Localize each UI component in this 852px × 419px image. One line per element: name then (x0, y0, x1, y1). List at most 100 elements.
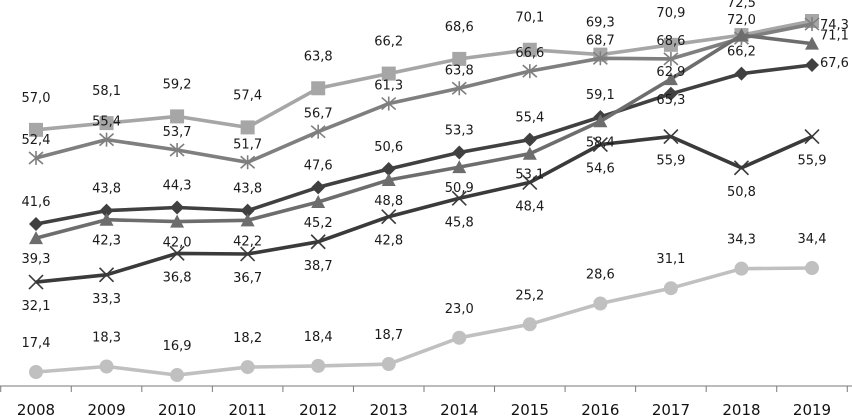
data-point-diamond (522, 132, 537, 147)
data-label: 47,6 (304, 158, 333, 173)
series-line-diamond-dark (35, 63, 813, 226)
x-tick-label: 2008 (17, 401, 55, 419)
data-point-triangle (663, 72, 678, 86)
data-point-circle (99, 359, 114, 374)
series-line-cross-darkest (35, 134, 813, 284)
data-point-diamond (663, 86, 678, 101)
data-label: 55,9 (798, 154, 827, 169)
data-point-circle (663, 281, 678, 296)
x-tick-label: 2013 (370, 401, 408, 419)
data-label: 55,4 (515, 111, 544, 126)
x-tick-label: 2012 (299, 401, 337, 419)
data-point-star (28, 150, 44, 165)
x-tick-label: 2015 (511, 401, 549, 419)
data-label: 18,7 (374, 328, 403, 343)
data-point-square (29, 122, 43, 137)
x-tick-label: 2011 (229, 401, 267, 419)
data-label: 70,1 (515, 11, 544, 26)
series-line-square-light (35, 19, 813, 132)
data-point-cross-stroke (28, 274, 44, 290)
data-label: 50,8 (727, 185, 756, 200)
data-point-cross (240, 246, 256, 262)
data-label: 53,7 (163, 125, 192, 140)
data-point-circle (311, 358, 326, 373)
data-label: 41,6 (22, 195, 51, 210)
series-line-triangle-mid (35, 33, 813, 240)
data-point-star (240, 155, 256, 170)
data-label: 59,2 (163, 77, 192, 92)
data-label: 25,2 (515, 288, 544, 303)
data-point-diamond (240, 203, 255, 218)
data-label: 51,7 (233, 137, 262, 152)
data-point-cross (28, 274, 44, 290)
data-label: 58,4 (586, 135, 615, 150)
data-label: 71,1 (820, 29, 849, 44)
data-label: 72,5 (727, 0, 756, 11)
data-label: 16,9 (163, 339, 192, 354)
data-point-star (381, 96, 397, 111)
data-point-diamond (99, 203, 114, 218)
data-label: 42,8 (374, 234, 403, 249)
data-label: 18,2 (233, 331, 262, 346)
data-point-cross-stroke (522, 174, 538, 191)
data-point-diamond (170, 200, 185, 215)
data-point-triangle (240, 213, 255, 227)
data-label: 52,4 (22, 133, 51, 148)
data-label: 28,6 (586, 268, 615, 283)
data-label: 63,8 (304, 49, 333, 64)
data-label: 66,2 (374, 35, 403, 50)
data-label: 50,6 (374, 140, 403, 155)
data-label: 63,8 (445, 63, 474, 78)
data-point-triangle (311, 195, 326, 209)
data-label: 74,3 (820, 18, 849, 33)
data-point-star (99, 132, 115, 147)
data-point-cross (804, 129, 820, 145)
data-point-circle (381, 357, 396, 372)
x-tick-label: 2017 (652, 401, 690, 419)
data-label: 42,2 (233, 234, 262, 249)
data-point-triangle (522, 146, 537, 160)
data-label: 45,8 (445, 215, 474, 230)
data-label: 72,0 (727, 13, 756, 28)
x-tick-label: 2016 (581, 401, 619, 419)
data-label: 33,3 (92, 292, 121, 307)
data-point-star (522, 64, 538, 79)
data-label: 57,4 (233, 88, 262, 103)
data-label: 66,2 (727, 45, 756, 60)
data-point-square (240, 120, 255, 135)
data-point-circle (593, 296, 608, 311)
data-label: 68,6 (445, 20, 474, 35)
data-label: 39,3 (22, 252, 51, 267)
data-point-triangle (29, 231, 43, 245)
data-label: 23,0 (445, 302, 474, 317)
data-label: 34,3 (727, 233, 756, 248)
data-label: 53,1 (515, 168, 544, 183)
data-label: 57,0 (22, 91, 51, 106)
data-label: 66,6 (515, 46, 544, 61)
data-label: 56,7 (304, 107, 333, 122)
data-point-square (170, 109, 185, 124)
data-point-cross-stroke (310, 234, 326, 250)
data-point-star (592, 51, 608, 66)
data-label: 36,8 (163, 270, 192, 285)
data-point-square (522, 42, 537, 57)
data-label: 55,9 (656, 154, 685, 169)
data-point-triangle (381, 172, 396, 186)
data-point-cross-stroke (592, 136, 608, 153)
data-point-triangle (452, 160, 467, 174)
data-label: 68,6 (656, 34, 685, 49)
data-label: 44,3 (163, 179, 192, 194)
data-point-square (311, 81, 326, 96)
data-point-circle (240, 360, 255, 375)
data-point-cross (451, 190, 467, 206)
data-label: 36,7 (233, 271, 262, 286)
data-label: 48,8 (374, 194, 403, 209)
data-label: 17,4 (22, 336, 51, 351)
data-point-cross-stroke (451, 190, 467, 206)
data-point-triangle (99, 212, 114, 226)
data-point-cross (381, 209, 397, 225)
data-label: 55,4 (92, 115, 121, 130)
data-point-circle (170, 368, 185, 383)
data-point-diamond (805, 58, 819, 73)
data-point-triangle (593, 114, 608, 128)
